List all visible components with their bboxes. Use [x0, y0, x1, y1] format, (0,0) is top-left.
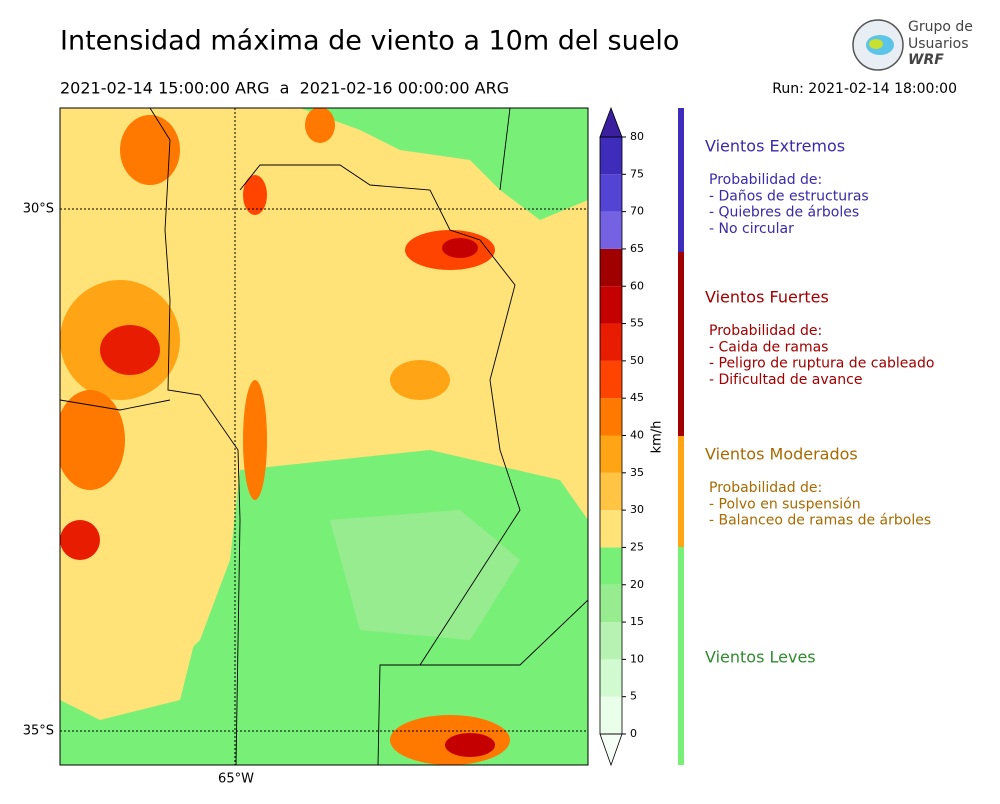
colorbar-segment: [600, 472, 622, 511]
legend-title: Vientos Moderados: [705, 445, 858, 464]
legend-title: Vientos Extremos: [705, 137, 845, 156]
border: [149, 108, 241, 765]
colorbar-segment: [600, 323, 622, 361]
period: 2021-02-14 15:00:00 ARG a 2021-02-16 00:…: [60, 79, 509, 98]
title: Intensidad máxima de viento a 10m del su…: [60, 26, 679, 57]
lon-label: 65°W: [218, 772, 254, 787]
colorbar-tick-label: 5: [630, 690, 637, 703]
colorbar-segment: [600, 174, 622, 212]
legend-line: - Daños de estructuras: [709, 188, 869, 204]
legend-line: - Caida de ramas: [709, 339, 828, 355]
colorbar-tick-label: 30: [630, 503, 644, 516]
legend-line: Probabilidad de:: [709, 172, 822, 188]
colorbar-segment: [600, 510, 622, 548]
colorbar-segment: [600, 435, 622, 473]
map-field: [60, 390, 125, 490]
logo-text: Grupo de: [908, 19, 973, 35]
legend-line: - Polvo en suspensión: [709, 496, 861, 512]
border: [239, 164, 521, 765]
colorbar-tick-label: 45: [630, 391, 644, 404]
borders: [60, 108, 588, 765]
legend-line: - Quiebres de árboles: [709, 205, 859, 221]
map-frame: [59, 107, 589, 766]
legend-line: - No circular: [709, 221, 794, 237]
map-field: [300, 108, 588, 220]
colorbar-segment: [600, 137, 622, 175]
colorbar-tick-label: 65: [630, 242, 644, 255]
logo-icon: [869, 39, 883, 49]
legend-line: Probabilidad de:: [709, 323, 822, 339]
run: Run: 2021-02-14 18:00:00: [772, 81, 957, 97]
map-field: [390, 360, 450, 400]
border: [380, 599, 588, 666]
legend-line: - Dificultad de avance: [709, 372, 862, 388]
map-field: [330, 510, 520, 640]
colorbar-extend: [599, 106, 623, 138]
map-field: [100, 325, 160, 375]
colorbar-tick-label: 80: [630, 130, 644, 143]
map-field: [442, 238, 478, 258]
colorbar-segment: [600, 286, 622, 324]
colorbar-tick-label: 75: [630, 167, 644, 180]
logo-text: Usuarios: [908, 36, 969, 52]
legend-line: Probabilidad de:: [709, 480, 822, 496]
map-field: [243, 175, 267, 215]
legend-bar: [678, 547, 684, 765]
legend-title: Vientos Fuertes: [705, 288, 829, 307]
legend-line: - Peligro de ruptura de cableado: [709, 356, 934, 372]
map-field: [305, 108, 335, 143]
border: [60, 399, 171, 411]
colorbar-tick-label: 0: [630, 727, 637, 740]
colorbar-tick-label: 70: [630, 205, 644, 218]
map-field: [445, 733, 495, 757]
legend-bar: [678, 436, 684, 547]
lat-label: 30°S: [23, 202, 54, 217]
colorbar-segment: [600, 659, 622, 697]
map: [60, 108, 588, 765]
colorbar-tick-label: 35: [630, 466, 644, 479]
logo: Grupo de Usuarios WRF: [852, 19, 973, 71]
legend-bar: [678, 108, 684, 252]
map-field: [60, 520, 100, 560]
colorbar-segment: [600, 584, 622, 623]
colorbar: 0 5 10 15 20 25 30 35 40 45 50 55 60 65 70 75 80 km/h: [599, 106, 665, 767]
logo-text: WRF: [908, 52, 944, 68]
colorbar-tick-label: 15: [630, 615, 644, 628]
colorbar-segment: [600, 398, 622, 436]
legend-title: Vientos Leves: [705, 648, 816, 667]
colorbar-tick-label: 55: [630, 317, 644, 330]
legend-bar: [678, 252, 684, 436]
border: [499, 108, 511, 191]
lat-label: 35°S: [23, 724, 54, 739]
colorbar-tick-label: 25: [630, 540, 644, 553]
map-field: [60, 580, 200, 720]
colorbar-segment: [600, 211, 622, 249]
colorbar-segment: [600, 696, 622, 734]
colorbar-tick-label: 40: [630, 429, 644, 442]
legend-line: - Balanceo de ramas de árboles: [709, 513, 931, 529]
colorbar-tick-label: 20: [630, 578, 644, 591]
colorbar-label: km/h: [650, 421, 665, 454]
colorbar-tick-label: 10: [630, 652, 644, 665]
colorbar-segment: [600, 360, 622, 399]
colorbar-tick-label: 50: [630, 354, 644, 367]
map-field: [243, 380, 267, 500]
map-field: [120, 115, 180, 185]
colorbar-segment: [600, 622, 622, 660]
colorbar-segment: [600, 547, 622, 585]
colorbar-segment: [600, 248, 622, 287]
colorbar-extend: [599, 733, 623, 767]
colorbar-tick-label: 60: [630, 279, 644, 292]
